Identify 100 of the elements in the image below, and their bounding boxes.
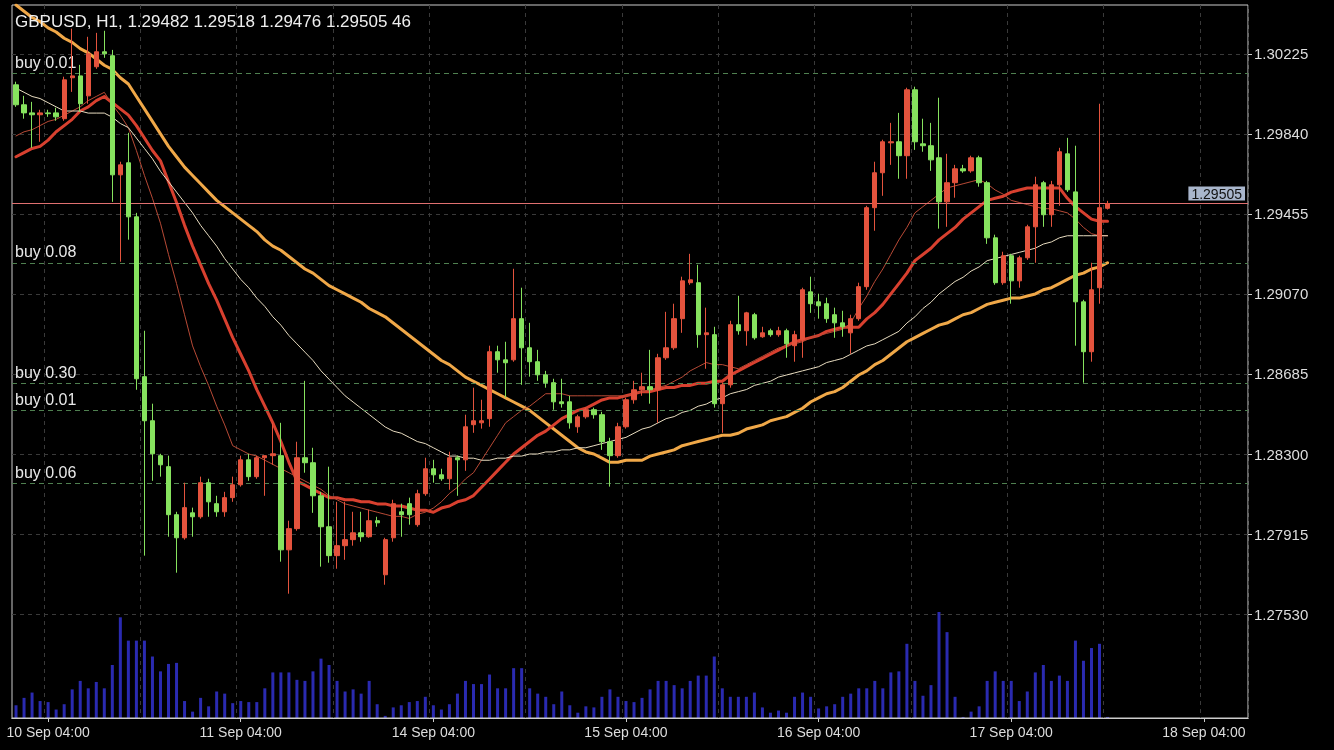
bar [801, 692, 805, 718]
candlestick [262, 455, 267, 497]
bar [423, 696, 427, 718]
candlestick [752, 312, 757, 341]
ref-line-label: buy 0.08 [15, 243, 77, 261]
ref-line-label: buy 0.01 [15, 390, 77, 408]
bar [263, 688, 267, 718]
bar [447, 704, 451, 718]
y-tick-label: 1.29070 [1254, 285, 1309, 303]
ref-line-label: 1.29505 [1191, 185, 1243, 202]
candlestick [13, 81, 19, 108]
candlestick [1033, 176, 1038, 264]
candlestick [904, 87, 910, 180]
candlestick [1001, 251, 1006, 286]
bar [889, 672, 893, 718]
candlestick [527, 322, 532, 378]
candlestick [535, 349, 540, 382]
bar [921, 695, 925, 718]
x-tick-label: 14 Sep 04:00 [391, 724, 476, 740]
candlestick [1041, 180, 1046, 228]
bar [528, 688, 532, 718]
bar [648, 689, 652, 718]
candlestick [1105, 200, 1110, 211]
bar [913, 680, 917, 718]
bar [945, 632, 949, 718]
candlestick [318, 491, 324, 568]
candlestick [286, 520, 292, 595]
x-tick-label: 11 Sep 04:00 [199, 724, 283, 740]
bar [38, 701, 42, 718]
x-tick-label: 16 Sep 04:00 [776, 724, 861, 740]
bar [118, 617, 122, 718]
candlestick [511, 268, 516, 363]
bar [616, 696, 620, 718]
bar [199, 697, 203, 718]
candlestick [206, 478, 211, 518]
candlestick [142, 330, 147, 557]
candlestick [696, 264, 701, 349]
bar [102, 688, 106, 718]
bar [1033, 672, 1037, 718]
bar [335, 680, 339, 718]
candlestick [840, 310, 845, 338]
candlestick [824, 297, 829, 324]
bar [279, 672, 283, 718]
candlestick [880, 139, 885, 197]
bar [744, 696, 748, 718]
candlestick [760, 326, 765, 339]
candlestick [366, 509, 372, 539]
candlestick [158, 453, 163, 478]
candlestick [254, 455, 259, 480]
bar [825, 706, 829, 718]
candlestick [591, 407, 597, 420]
bar [399, 705, 403, 718]
bar [608, 689, 612, 718]
bar [327, 665, 331, 718]
bar [110, 665, 114, 718]
candlestick [471, 387, 476, 434]
candlestick [278, 422, 284, 563]
candlestick [543, 370, 548, 389]
bar [704, 675, 708, 718]
candlestick [551, 378, 556, 411]
bar [488, 674, 492, 718]
ref-line-label: buy 0.30 [15, 363, 77, 381]
bar [953, 696, 957, 718]
bar [544, 696, 548, 718]
candlestick [407, 497, 412, 526]
bar [640, 697, 644, 718]
y-tick-label: 1.27530 [1254, 605, 1309, 623]
bar [14, 705, 18, 718]
candlestick [126, 132, 131, 241]
bar [223, 693, 227, 718]
candlestick [37, 109, 43, 143]
candlestick [680, 276, 685, 334]
candlestick [62, 76, 67, 122]
candlestick [358, 511, 364, 543]
bar [471, 684, 475, 718]
candlestick [230, 476, 235, 503]
y-tick-label: 1.30225 [1254, 45, 1309, 63]
candlestick [712, 326, 717, 409]
line-series [14, 3, 1110, 464]
bar [568, 705, 572, 718]
candlestick [94, 32, 99, 70]
candlestick [487, 345, 492, 428]
bar [126, 640, 130, 718]
candlestick [45, 109, 51, 118]
bar [632, 702, 636, 718]
candlestick [110, 49, 115, 203]
candlestick [663, 311, 669, 361]
bar [287, 672, 291, 718]
candlestick [334, 501, 340, 570]
bar [536, 693, 540, 718]
bar [70, 689, 74, 718]
x-tick-label: 15 Sep 04:00 [584, 724, 668, 740]
candlestick [190, 507, 195, 538]
bar [504, 688, 508, 718]
candlestick [768, 328, 773, 338]
bar [624, 701, 628, 718]
candlestick [599, 411, 605, 451]
bar [929, 685, 933, 718]
y-tick-label: 1.29840 [1254, 125, 1309, 143]
bar [584, 706, 588, 718]
